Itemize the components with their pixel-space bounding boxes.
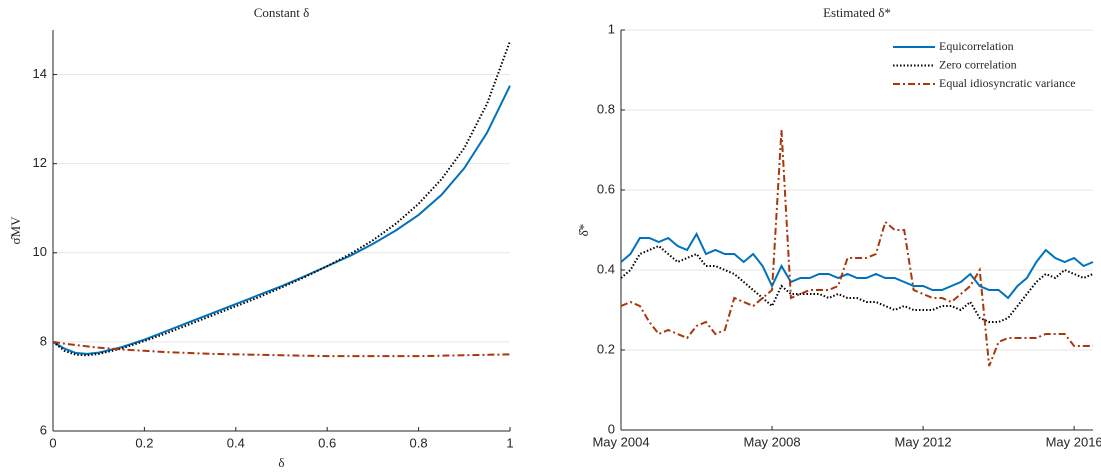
y-tick-label: 10 [33,244,47,259]
y-tick-label: 6 [40,422,47,437]
x-tick-label: 0.4 [227,435,245,450]
y-tick-label: 8 [40,333,47,348]
line-series [52,340,511,358]
y-tick-label: 0.8 [597,101,615,116]
x-tick-label: 0.6 [318,435,336,450]
y-tick-label: 0 [608,421,615,436]
x-tick-label: 0.2 [135,435,153,450]
x-tick-label: 0 [49,435,56,450]
x-tick-label: May 2008 [743,434,800,449]
line-series [52,40,511,357]
y-tick-label: 14 [33,66,47,81]
y-tick-label: 1 [608,21,615,36]
chart-title: Estimated δ* [823,5,891,20]
legend-label: Equal idiosyncratic variance [939,76,1076,90]
legend-label: Equicorrelation [939,39,1014,53]
y-tick-label: 0.2 [597,341,615,356]
y-tick-label: 12 [33,155,47,170]
x-tick-label: 1 [506,435,513,450]
chart-title: Constant δ [254,5,310,20]
line-series [620,231,1094,300]
y-tick-label: 0.6 [597,181,615,196]
y-axis-label: δ̂* [576,224,591,237]
line-series [620,244,1094,323]
y-axis-label: σ̂MV [8,216,23,245]
y-tick-label: 0.4 [597,261,615,276]
x-tick-label: May 2004 [592,434,649,449]
x-tick-label: May 2016 [1046,434,1101,449]
line-series [620,129,1093,367]
legend-label: Zero correlation [939,57,1017,71]
line-series [52,85,511,355]
x-tick-label: 0.8 [410,435,428,450]
x-axis-label: δ [278,455,284,470]
x-tick-label: May 2012 [895,434,952,449]
